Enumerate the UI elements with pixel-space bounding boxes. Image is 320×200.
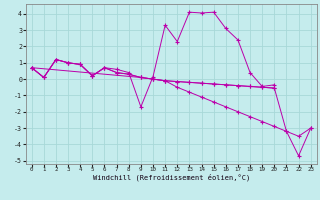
X-axis label: Windchill (Refroidissement éolien,°C): Windchill (Refroidissement éolien,°C) [92,174,250,181]
